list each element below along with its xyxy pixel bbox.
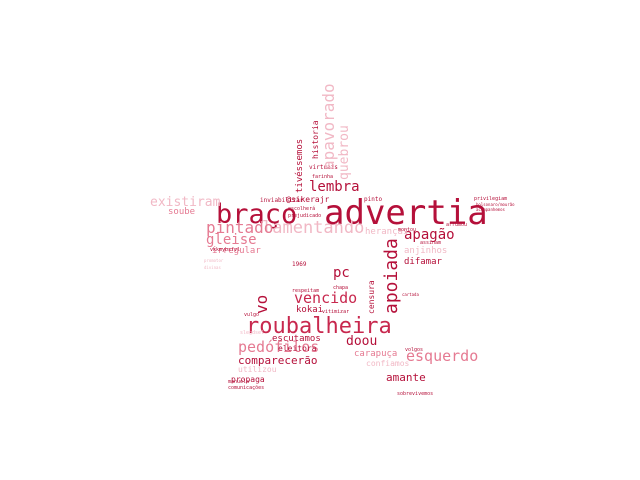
word-historia: historia [311,120,320,159]
word-esquerdo: doou [346,334,378,349]
word-bolsonaro_mourao: privilegiam [474,196,508,202]
word-comparecerao: @sikerajr [286,195,330,204]
word-escutamos: kokai [296,305,324,315]
word-1969: virtuais [309,164,338,171]
word-volgos: volgos [405,347,424,353]
word-apoiada: vencido [294,289,358,307]
word-privilegiam: prejudicado [288,213,322,219]
word-doou: pedófilos [238,338,320,356]
word-sikerajr: tivéssemos [295,138,305,193]
word-vo: pc [333,265,350,281]
word-slegdsel: sobrevivemos [397,391,434,397]
word-promotor: promotor [204,258,224,263]
word-cartada: cartada [402,292,419,297]
word-lembra: lembra [309,179,360,195]
word-lamentando: lamentando [262,218,365,238]
word-assinam: montou [398,227,417,233]
word-confiamos: carapuça [354,349,398,359]
word-soube: amante [386,371,426,384]
word-censura: slegdsel [240,330,265,336]
word-gleise: gleise [206,232,257,248]
word-anjinhos: heranças [365,227,409,237]
word-pc: esquerdo [406,347,479,365]
word-acompanhemos: bolsonaro/mourão [476,202,515,207]
word-divinas: divinas [204,265,221,270]
word-pedofilos: vo [252,294,271,314]
word-virtuais: farinha [312,174,334,180]
word-respeitam: chapa [333,285,349,291]
word-eleitora: propaga [231,375,265,384]
word-montou: arrumou [446,222,468,228]
word-quebrou: quebrou [337,125,352,180]
word-kokai: difamar [404,257,442,267]
word-pinto: eleitora [278,344,317,353]
word-irregular: soube [168,207,196,217]
word-inviabilizar: pinto [364,196,383,203]
word-chapa: 1969 [292,261,307,268]
word-prejudicado: escolherá [288,206,316,212]
word-apavorado: apavorado [319,83,338,170]
word-vencido: apoiada [381,238,402,314]
word-advertia: advertia [324,193,488,233]
word-braco: braço [216,199,298,230]
word-propaga: utilizou [238,365,277,374]
word-cobria: vkkmybsfvl [210,247,241,253]
word-vkkmybsfvl: manuela [228,379,250,385]
word-manuela: comunicações [228,385,265,391]
word-difamar: anjinhos [404,246,448,256]
word-escolhera: inviabilizar [260,197,304,204]
word-apagao: apagão [404,227,455,243]
word-vitimizar: respeitam [292,288,320,294]
word-pintado: pintado [206,218,274,237]
word-roubalheira: roubalheira [246,314,392,339]
word-existiram: existiram [150,195,221,210]
word-arrumou: acompanhemos [476,207,505,212]
word-comunicacoes: vulgo [244,312,260,318]
word-farinha: assinam [420,240,442,246]
word-tivessemos: escutamos [272,334,321,344]
word-herancas: irregular [212,246,261,256]
word-amante: comparecerão [238,354,318,367]
word-vulgo: vitimizar [322,309,350,315]
word-utilizou: confiamos [366,359,410,368]
word-carapuca: censura [367,280,376,314]
